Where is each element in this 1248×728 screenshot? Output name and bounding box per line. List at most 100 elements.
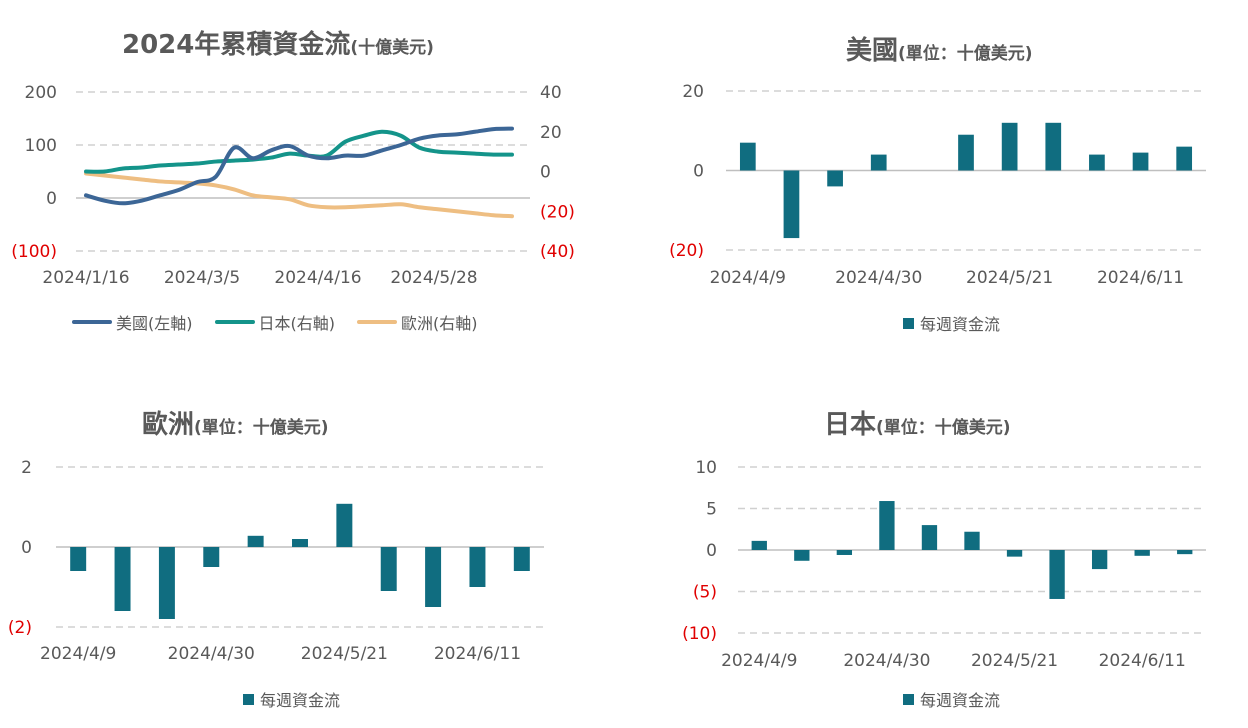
bar <box>1006 550 1023 557</box>
bar <box>1049 550 1065 599</box>
bar <box>751 540 767 550</box>
x-tick-label: 2024/5/28 <box>390 268 477 288</box>
japan-chart-title: 日本(單位：十億美元) <box>824 404 1011 441</box>
legend-swatch-japan <box>214 320 255 324</box>
japan-legend: 每週資金流 <box>903 687 1000 711</box>
bar <box>380 547 397 591</box>
y-right-tick-label: (40) <box>540 242 575 262</box>
bar <box>794 550 810 561</box>
japan-legend-swatch <box>903 693 914 705</box>
bar <box>1089 154 1105 171</box>
bar <box>1132 152 1149 171</box>
bar <box>964 531 980 550</box>
bar <box>921 525 938 550</box>
cumulative-legend: 美國(左軸) 日本(右軸) 歐洲(右軸) <box>72 310 500 334</box>
europe-legend: 每週資金流 <box>243 687 340 711</box>
us-bar-chart: 20 0 (20) 2024/4/9 2024/4/30 2024/5/21 2024/6/… <box>669 82 1206 288</box>
cumulative-chart-title: 2024年累積資金流(十億美元) <box>122 24 434 61</box>
japan-title-main: 日本 <box>824 410 877 440</box>
europe-legend-swatch <box>243 693 254 705</box>
cumulative-title-unit: (十億美元) <box>350 38 434 58</box>
bar <box>783 170 800 239</box>
us-title-main: 美國 <box>846 36 899 66</box>
y-right-tick-label: (20) <box>540 202 575 222</box>
y-tick-label: 2 <box>21 458 32 478</box>
y-tick-label: (20) <box>669 241 704 261</box>
japan-bar-chart: 10 5 0 (5) (10)2024/4/9 2024/4/30 2024/5/21 202… <box>682 458 1206 671</box>
y-tick-label: 20 <box>682 82 704 102</box>
legend-label-japan: 日本(右軸) <box>258 314 336 333</box>
x-tick-label: 2024/5/21 <box>971 651 1058 671</box>
legend-item-japan: 日本(右軸) <box>214 310 336 334</box>
bar <box>425 547 442 607</box>
us-legend-label: 每週資金流 <box>920 315 1001 334</box>
europe-title-main: 歐洲 <box>142 410 195 440</box>
us-legend: 每週資金流 <box>903 311 1000 335</box>
bar <box>469 547 486 587</box>
y-tick-label: 10 <box>695 458 717 478</box>
bar <box>1091 550 1108 570</box>
y-tick-label: 0 <box>693 162 704 182</box>
bar <box>1134 550 1150 556</box>
legend-item-us: 美國(左軸) <box>72 310 193 334</box>
bar <box>1045 122 1062 171</box>
x-tick-label: 2024/6/11 <box>1099 651 1186 671</box>
us-title-unit: (單位：十億美元) <box>898 44 1033 64</box>
y-tick-label: 0 <box>706 541 717 561</box>
x-tick-label: 2024/4/9 <box>40 644 116 664</box>
y-left-tick-label: 0 <box>46 189 57 209</box>
legend-label-us: 美國(左軸) <box>116 314 193 333</box>
europe-legend-label: 每週資金流 <box>260 691 341 710</box>
bar <box>1001 122 1018 171</box>
series-line-us <box>84 126 514 206</box>
bar <box>879 501 895 550</box>
bar <box>739 142 756 171</box>
legend-swatch-europe <box>357 320 397 324</box>
x-tick-label: 2024/4/16 <box>274 268 361 288</box>
x-tick-label: 2024/4/30 <box>168 644 255 664</box>
bar <box>958 134 974 171</box>
bar <box>292 539 308 547</box>
japan-legend-label: 每週資金流 <box>920 691 1001 710</box>
y-right-tick-label: 20 <box>540 123 562 143</box>
x-tick-label: 2024/6/11 <box>1097 268 1184 288</box>
europe-chart-title: 歐洲(單位：十億美元) <box>142 404 329 441</box>
bar <box>336 503 353 547</box>
bar <box>158 547 175 619</box>
series-line-japan <box>84 129 514 174</box>
y-left-tick-label: 200 <box>25 83 57 103</box>
us-legend-swatch <box>903 317 914 329</box>
us-chart-title: 美國(單位：十億美元) <box>846 30 1033 67</box>
x-tick-label: 2024/4/9 <box>710 268 786 288</box>
y-tick-label: 0 <box>21 538 32 558</box>
bar <box>114 547 131 611</box>
x-tick-label: 2024/1/16 <box>42 268 129 288</box>
y-right-tick-label: 40 <box>540 83 562 103</box>
europe-title-unit: (單位：十億美元) <box>194 418 329 438</box>
bar <box>870 154 887 171</box>
y-tick-label: (2) <box>8 618 32 638</box>
x-tick-label: 2024/3/5 <box>164 268 240 288</box>
bar <box>203 547 220 567</box>
x-tick-label: 2024/6/11 <box>434 644 521 664</box>
japan-title-unit: (單位：十億美元) <box>876 418 1011 438</box>
x-tick-label: 2024/4/9 <box>721 651 797 671</box>
x-tick-label: 2024/5/21 <box>301 644 388 664</box>
bar <box>1176 146 1193 171</box>
legend-label-europe: 歐洲(右軸) <box>401 314 478 333</box>
europe-bar-chart: 2 0 (2) 2024/4/9 2024/4/30 2024/5/21 2024/6/11 <box>8 458 544 664</box>
legend-item-europe: 歐洲(右軸) <box>357 310 478 334</box>
x-tick-label: 2024/4/30 <box>835 268 922 288</box>
bar <box>247 535 264 547</box>
x-tick-label: 2024/4/30 <box>843 651 930 671</box>
y-tick-label: (5) <box>693 583 717 603</box>
bar <box>827 170 843 187</box>
bar <box>1177 550 1193 555</box>
cumulative-title-main: 2024年累積資金流 <box>122 30 351 60</box>
legend-swatch-us <box>72 320 112 324</box>
bar <box>513 547 530 571</box>
y-left-tick-label: (100) <box>11 242 57 262</box>
y-tick-label: 5 <box>706 500 717 520</box>
series-line-europe <box>84 171 514 219</box>
